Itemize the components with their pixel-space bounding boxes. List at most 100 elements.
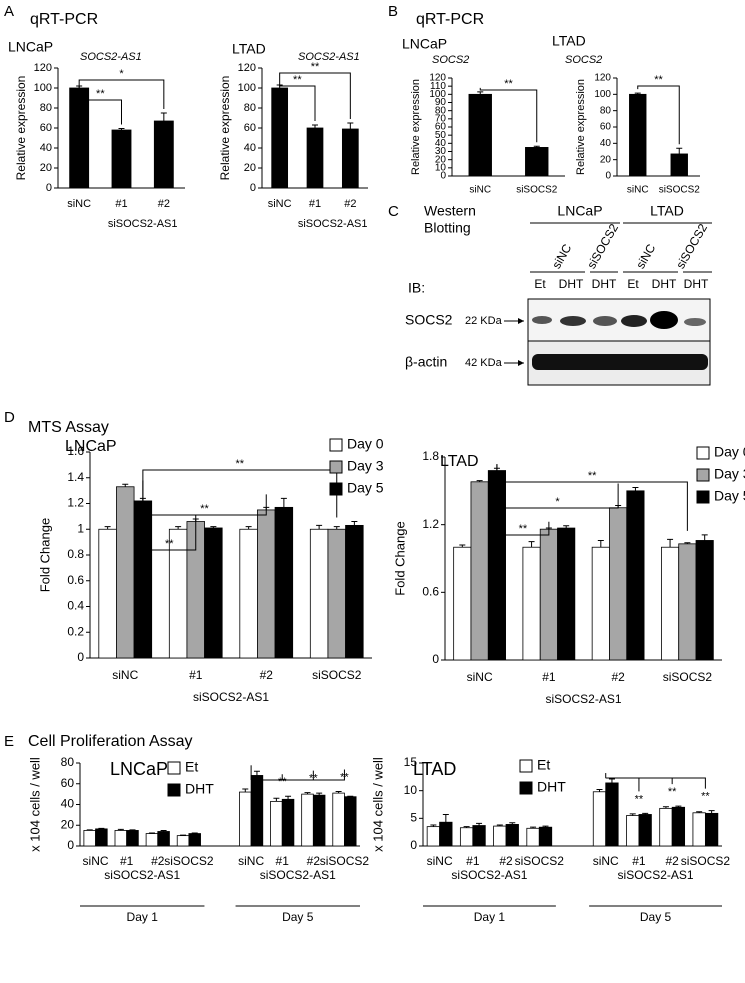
- treatment: DHT: [684, 277, 709, 291]
- y-tick-label: 80: [435, 105, 447, 116]
- bar: [695, 540, 714, 661]
- sirna-label: siNC: [549, 241, 574, 271]
- chart-title: LTAD: [552, 33, 586, 49]
- y-axis-label: Fold Change: [37, 518, 52, 592]
- day-label: Day 5: [282, 910, 314, 924]
- bracket: [496, 464, 619, 509]
- legend-label: Day 3: [347, 458, 384, 474]
- bracket: [637, 85, 680, 145]
- band: [621, 315, 647, 327]
- significance: **: [96, 88, 105, 100]
- legend-swatch: [696, 446, 710, 460]
- bracket: [496, 464, 688, 531]
- error-bar: [530, 826, 537, 829]
- bar: [306, 127, 324, 189]
- error-bar: [180, 834, 187, 836]
- bar: [301, 793, 314, 847]
- significance: **: [278, 776, 287, 788]
- size-label: 42 KDa: [465, 357, 503, 369]
- bar: [526, 827, 540, 847]
- legend-label: Et: [537, 757, 550, 773]
- bar: [98, 528, 117, 659]
- y-tick-label: 30: [435, 146, 447, 157]
- legend-swatch: [329, 482, 343, 496]
- bar: [114, 830, 128, 847]
- category-group-label: siSOCS2-AS1: [618, 868, 694, 882]
- bar: [126, 830, 139, 847]
- error-bar: [463, 826, 470, 828]
- chart-subtitle: SOCS2: [432, 54, 469, 66]
- x-tick-label: #1: [632, 854, 646, 868]
- bar: [274, 506, 294, 659]
- y-tick-label: 0.8: [67, 547, 84, 561]
- error-bar: [148, 832, 155, 834]
- error-bar: [459, 544, 466, 548]
- x-tick-label: #2: [665, 854, 679, 868]
- bar: [638, 814, 652, 847]
- bar: [472, 825, 486, 847]
- bar: [270, 800, 283, 847]
- error-bar: [629, 813, 636, 816]
- x-tick-label: siNC: [83, 854, 109, 868]
- significance: **: [165, 538, 174, 550]
- significance: **: [635, 793, 644, 805]
- chart-title: LNCaP: [402, 36, 447, 52]
- y-tick-label: 40: [61, 797, 75, 811]
- bar: [671, 806, 686, 847]
- significance: **: [236, 458, 245, 470]
- blot-frame: [527, 298, 711, 342]
- error-bar: [316, 524, 323, 530]
- y-tick-label: 100: [34, 82, 52, 94]
- bar: [505, 824, 519, 847]
- y-tick-label: 1.8: [422, 449, 439, 463]
- x-tick-label: #2: [611, 670, 625, 684]
- legend-label: Day 3: [714, 466, 745, 482]
- error-bar: [175, 526, 182, 530]
- y-tick-label: 40: [435, 138, 447, 149]
- bar: [345, 524, 364, 659]
- x-tick-label: siSOCS2: [516, 185, 558, 196]
- bar: [626, 490, 645, 661]
- error-bar: [476, 822, 483, 826]
- significance: **: [519, 523, 528, 535]
- x-tick-label: siNC: [427, 854, 453, 868]
- bar: [557, 527, 576, 661]
- bar: [309, 528, 329, 659]
- error-bar: [285, 795, 292, 800]
- legend-swatch: [696, 490, 710, 504]
- error-bar: [347, 122, 354, 129]
- legend-label: Day 5: [714, 488, 745, 504]
- band: [532, 354, 708, 370]
- x-tick-label: #2: [158, 198, 170, 210]
- bar: [592, 791, 607, 847]
- chart-subtitle: SOCS2-AS1: [298, 51, 360, 63]
- error-bar: [662, 806, 669, 809]
- panel-letter: B: [388, 3, 398, 20]
- day-label: Day 5: [640, 910, 672, 924]
- arrow-head: [518, 360, 524, 366]
- x-tick-label: siNC: [627, 185, 649, 196]
- panel-letter: D: [4, 409, 15, 426]
- error-bar: [210, 526, 217, 528]
- protein-label: SOCS2: [405, 312, 453, 328]
- treatment: DHT: [592, 277, 617, 291]
- bar: [678, 543, 697, 661]
- bar: [704, 812, 719, 847]
- error-bar: [509, 822, 516, 825]
- y-tick-label: 90: [435, 97, 447, 108]
- x-tick-label: #2: [151, 854, 165, 868]
- bar: [453, 546, 472, 661]
- y-tick-label: 40: [244, 142, 256, 154]
- legend-label: Et: [185, 759, 198, 775]
- bar: [341, 128, 359, 189]
- bracket: [78, 82, 122, 125]
- error-bar: [634, 92, 641, 95]
- size-label: 22 KDa: [465, 315, 503, 327]
- bar: [239, 528, 258, 659]
- x-tick-label: siSOCS2: [659, 185, 701, 196]
- bar: [661, 546, 680, 661]
- x-tick-label: #1: [115, 198, 127, 210]
- error-bar: [476, 480, 483, 482]
- significance: **: [293, 74, 302, 86]
